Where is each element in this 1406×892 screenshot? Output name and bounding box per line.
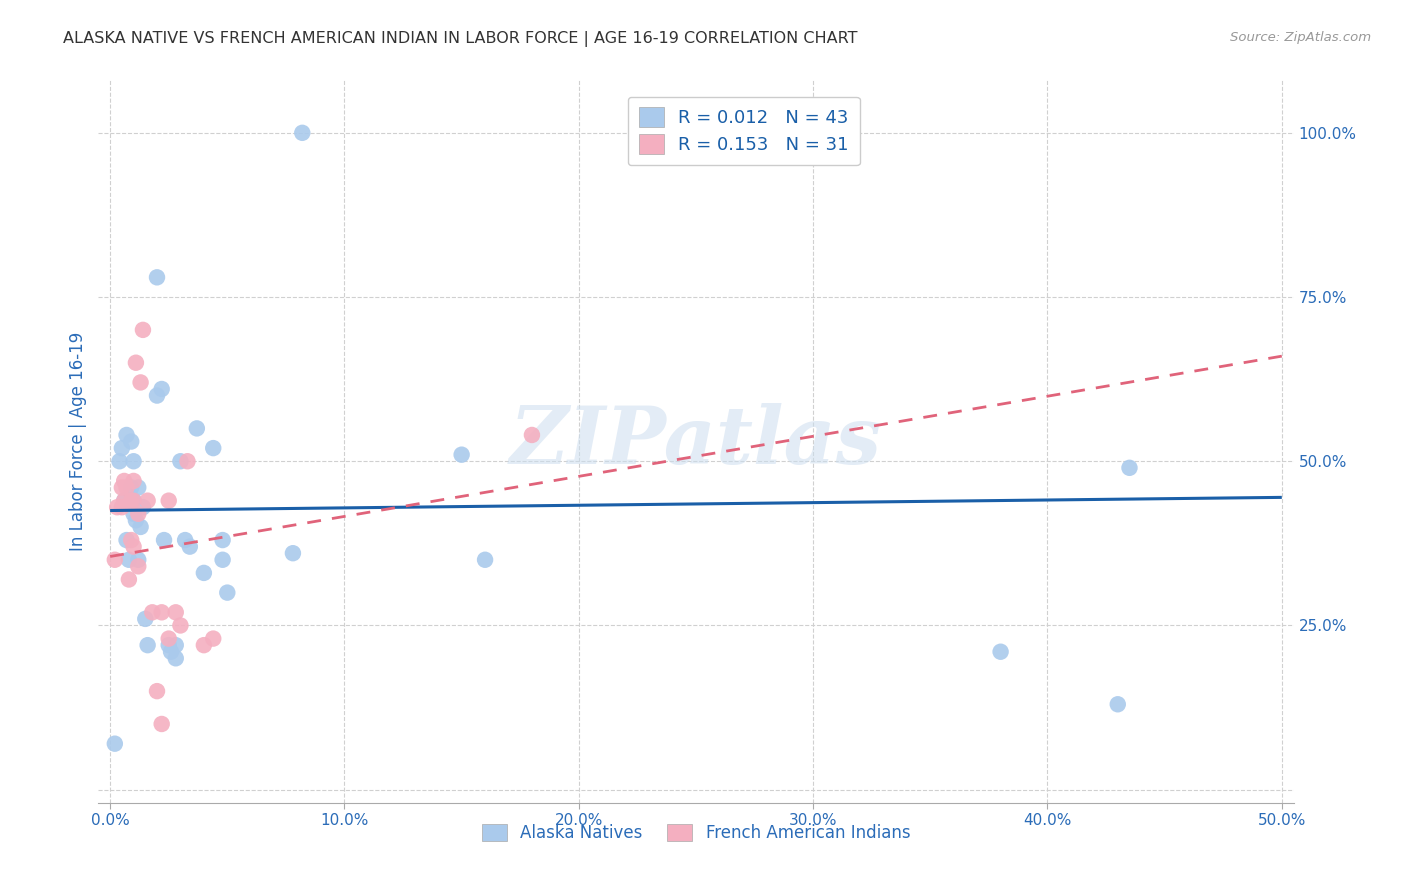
Point: [127, 481, 149, 495]
Point: [112, 493, 135, 508]
Text: Source: ZipAtlas.com: Source: ZipAtlas.com: [1230, 31, 1371, 45]
Point: [132, 500, 155, 515]
Point: [150, 382, 173, 396]
Point: [141, 605, 163, 619]
Point: [165, 605, 187, 619]
Point: [111, 481, 134, 495]
Point: [157, 638, 180, 652]
Point: [122, 540, 145, 554]
Point: [118, 573, 141, 587]
Point: [153, 533, 176, 547]
Point: [146, 270, 169, 285]
Point: [115, 481, 138, 495]
Point: [111, 441, 134, 455]
Point: [174, 533, 197, 547]
Point: [157, 493, 180, 508]
Text: ZIPatlas: ZIPatlas: [510, 403, 882, 480]
Point: [146, 388, 169, 402]
Point: [176, 454, 198, 468]
Point: [165, 651, 187, 665]
Point: [150, 605, 173, 619]
Point: [108, 454, 131, 468]
Point: [112, 493, 135, 508]
Point: [134, 612, 156, 626]
Point: [291, 126, 314, 140]
Point: [132, 323, 155, 337]
Point: [179, 540, 201, 554]
Point: [157, 632, 180, 646]
Point: [122, 474, 145, 488]
Point: [160, 645, 183, 659]
Point: [129, 376, 152, 390]
Point: [990, 645, 1012, 659]
Point: [120, 533, 142, 547]
Point: [136, 638, 159, 652]
Point: [211, 533, 233, 547]
Point: [150, 717, 173, 731]
Point: [118, 553, 141, 567]
Point: [115, 533, 138, 547]
Point: [474, 553, 496, 567]
Point: [127, 507, 149, 521]
Point: [125, 356, 148, 370]
Point: [186, 421, 208, 435]
Point: [193, 638, 215, 652]
Point: [165, 638, 187, 652]
Point: [122, 454, 145, 468]
Point: [111, 500, 134, 515]
Point: [169, 618, 191, 632]
Point: [450, 448, 472, 462]
Point: [105, 500, 128, 515]
Point: [104, 737, 127, 751]
Point: [1118, 460, 1140, 475]
Text: ALASKA NATIVE VS FRENCH AMERICAN INDIAN IN LABOR FORCE | AGE 16-19 CORRELATION C: ALASKA NATIVE VS FRENCH AMERICAN INDIAN …: [63, 31, 858, 47]
Point: [127, 559, 149, 574]
Point: [136, 493, 159, 508]
Point: [122, 493, 145, 508]
Point: [146, 684, 169, 698]
Point: [202, 441, 225, 455]
Point: [520, 428, 543, 442]
Point: [122, 507, 145, 521]
Point: [115, 428, 138, 442]
Point: [202, 632, 225, 646]
Point: [120, 493, 142, 508]
Point: [112, 474, 135, 488]
Y-axis label: In Labor Force | Age 16-19: In Labor Force | Age 16-19: [69, 332, 87, 551]
Point: [211, 553, 233, 567]
Point: [120, 434, 142, 449]
Point: [127, 553, 149, 567]
Point: [129, 520, 152, 534]
Point: [169, 454, 191, 468]
Legend: Alaska Natives, French American Indians: Alaska Natives, French American Indians: [475, 817, 917, 848]
Point: [120, 481, 142, 495]
Point: [193, 566, 215, 580]
Point: [122, 493, 145, 508]
Point: [281, 546, 304, 560]
Point: [125, 513, 148, 527]
Point: [1107, 698, 1129, 712]
Point: [217, 585, 239, 599]
Point: [104, 553, 127, 567]
